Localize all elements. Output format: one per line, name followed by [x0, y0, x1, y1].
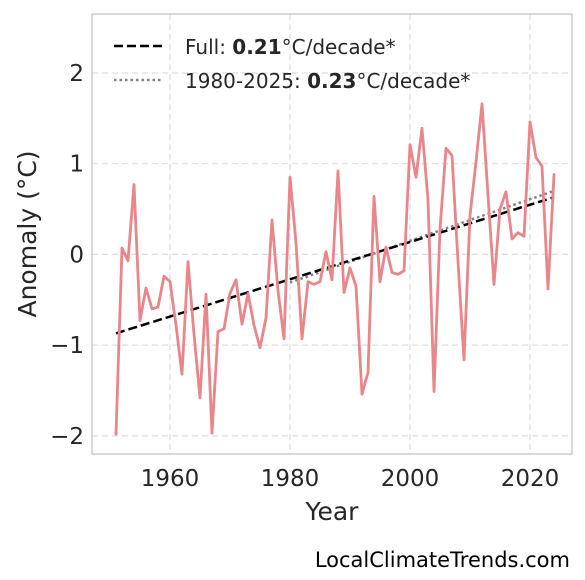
- full-trend-line: [115, 196, 555, 335]
- y-tick-label: 1: [69, 152, 84, 178]
- x-tick-label: 1980: [261, 466, 320, 492]
- trend-lines: [115, 189, 555, 335]
- y-ticks: −2 −1 0 1 2: [50, 61, 84, 450]
- legend-full-value: 0.21: [232, 35, 281, 59]
- x-tick-label: 2020: [501, 466, 560, 492]
- legend-recent-suffix: °C/decade*: [356, 69, 470, 93]
- legend-full-suffix: °C/decade*: [282, 35, 396, 59]
- legend-full-prefix: Full:: [185, 35, 232, 59]
- credit-text: LocalClimateTrends.com: [314, 548, 570, 572]
- y-tick-label: 2: [69, 61, 84, 87]
- x-ticks: 1960 1980 2000 2020: [141, 466, 560, 492]
- legend-full-label: Full: 0.21°C/decade*: [185, 35, 396, 59]
- legend-recent-label: 1980-2025: 0.23°C/decade*: [185, 69, 470, 93]
- recent-trend-line: [289, 189, 555, 284]
- legend-recent-prefix: 1980-2025:: [185, 69, 307, 93]
- y-tick-label: −2: [50, 424, 84, 450]
- legend-recent-value: 0.23: [307, 69, 356, 93]
- y-axis-title: Anomaly (°C): [13, 150, 42, 317]
- y-tick-label: 0: [69, 242, 84, 268]
- legend: Full: 0.21°C/decade* 1980-2025: 0.23°C/d…: [114, 35, 470, 93]
- y-tick-label: −1: [50, 333, 84, 359]
- x-tick-label: 1960: [141, 466, 200, 492]
- anomaly-series-line: [114, 102, 556, 436]
- plot-frame: [91, 13, 573, 455]
- x-tick-label: 2000: [381, 466, 440, 492]
- x-axis-title: Year: [305, 497, 360, 526]
- series-group: [114, 102, 556, 436]
